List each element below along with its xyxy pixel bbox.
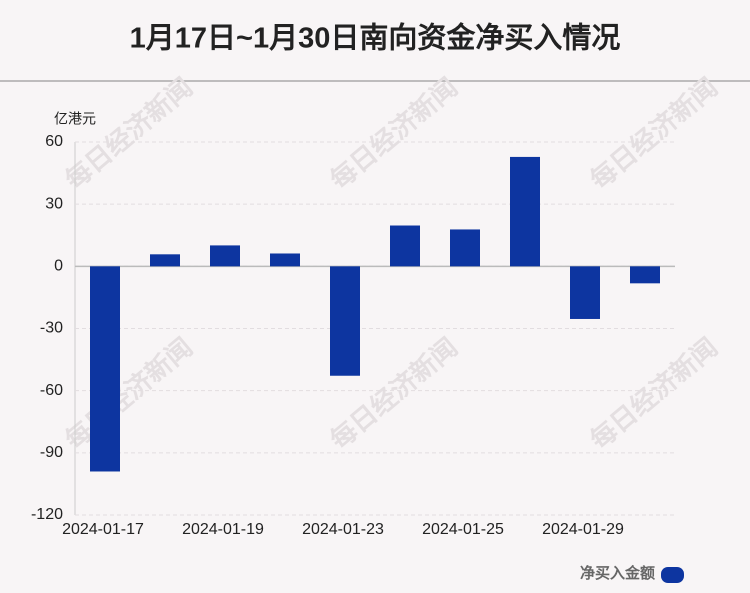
bar (510, 156, 540, 267)
y-tick-label: -90 (40, 444, 63, 461)
x-tick-label: 2024-01-19 (182, 521, 264, 538)
bar (210, 245, 240, 267)
x-tick-label: 2024-01-25 (422, 521, 504, 538)
legend-label: 净买入金额 (580, 564, 655, 582)
bar (390, 225, 420, 267)
legend-swatch (661, 567, 684, 583)
x-tick-label: 2024-01-23 (302, 521, 384, 538)
y-tick-label: -60 (40, 382, 63, 399)
bar (270, 253, 300, 267)
bar (150, 254, 180, 267)
chart-title: 1月17日~1月30日南向资金净买入情况 (130, 21, 621, 55)
bar (570, 266, 600, 319)
y-tick-label: 30 (45, 195, 63, 212)
x-tick-label: 2024-01-29 (542, 521, 624, 538)
x-tick-label: 2024-01-17 (62, 521, 144, 538)
bar (450, 229, 480, 267)
y-axis-unit: 亿港元 (54, 111, 96, 127)
bar (330, 266, 360, 376)
bar (90, 266, 120, 472)
y-tick-label: 60 (45, 133, 63, 150)
bar (630, 266, 660, 284)
y-tick-label: -30 (40, 320, 63, 337)
y-tick-label: -120 (31, 506, 63, 523)
y-tick-label: 0 (54, 258, 63, 275)
